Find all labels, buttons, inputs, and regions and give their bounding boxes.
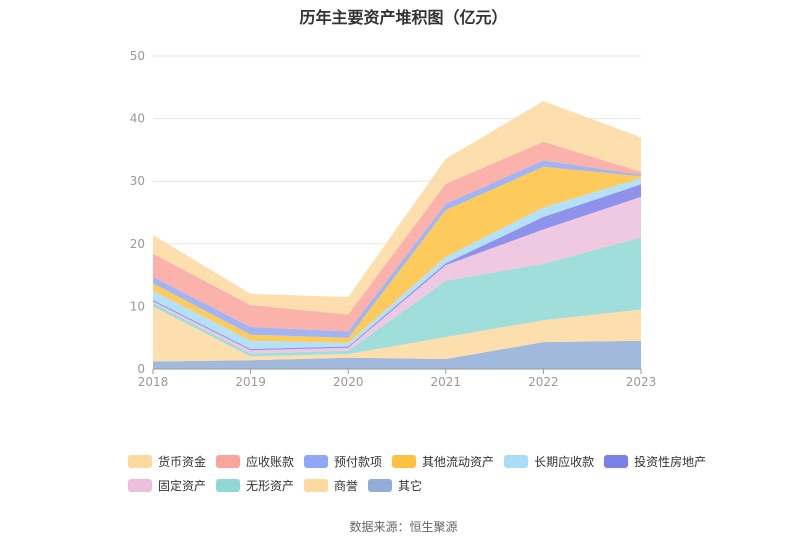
y-tick-label: 40 bbox=[130, 112, 145, 126]
area-series-商誉 bbox=[153, 306, 641, 362]
legend-label: 商誉 bbox=[334, 478, 359, 493]
legend-item[interactable]: 预付款项 bbox=[304, 453, 382, 470]
area-series-长期应收款 bbox=[153, 178, 641, 349]
legend-item[interactable]: 货币资金 bbox=[128, 453, 206, 470]
data-source-note: 数据来源：恒生聚源 bbox=[349, 520, 458, 534]
area-series-货币资金 bbox=[153, 101, 641, 315]
area-series bbox=[153, 101, 641, 369]
legend-label: 固定资产 bbox=[158, 478, 207, 493]
legend-item[interactable]: 应收账款 bbox=[216, 453, 294, 470]
x-tick-label: 2020 bbox=[333, 375, 364, 389]
x-tick-label: 2022 bbox=[528, 375, 559, 389]
chart-title: 历年主要资产堆积图（亿元） bbox=[299, 8, 508, 27]
legend-item[interactable]: 长期应收款 bbox=[504, 453, 594, 470]
legend-label: 长期应收款 bbox=[534, 454, 595, 469]
legend-item[interactable]: 投资性房地产 bbox=[604, 453, 706, 470]
area-series-投资性房地产 bbox=[153, 184, 641, 351]
legend-item[interactable]: 其它 bbox=[368, 477, 422, 494]
y-tick-label: 20 bbox=[130, 237, 145, 251]
area-series-无形资产 bbox=[153, 237, 641, 357]
legend-label: 预付款项 bbox=[334, 454, 383, 469]
axes: 0 10 20 30 40 50 2018 2019 2020 2021 2022 2023 bbox=[130, 49, 657, 389]
legend-swatch bbox=[216, 454, 241, 468]
legend-label: 无形资产 bbox=[246, 478, 295, 493]
area-series-应收账款 bbox=[153, 141, 641, 332]
legend-label: 其它 bbox=[398, 478, 423, 493]
y-tick-label: 50 bbox=[130, 49, 145, 63]
legend-item[interactable]: 商誉 bbox=[304, 477, 358, 494]
legend-swatch bbox=[392, 454, 417, 468]
area-series-其他流动资产 bbox=[153, 166, 641, 343]
legend-swatch bbox=[304, 454, 329, 468]
x-tick-label: 2019 bbox=[235, 375, 266, 389]
legend-row: 固定资产 无形资产 商誉 其它 bbox=[128, 473, 728, 497]
legend-swatch bbox=[128, 454, 152, 468]
legend-item[interactable]: 无形资产 bbox=[216, 477, 294, 494]
legend-swatch bbox=[504, 454, 529, 468]
x-tick-label: 2018 bbox=[138, 375, 169, 389]
y-tick-label: 30 bbox=[130, 174, 145, 188]
legend-swatch bbox=[216, 478, 241, 492]
legend-label: 其他流动资产 bbox=[422, 454, 495, 469]
legend-swatch bbox=[604, 454, 629, 468]
legend-label: 货币资金 bbox=[158, 454, 207, 469]
legend-row: 货币资金 应收账款 预付款项 其他流动资产 长期应收款 投资性房地产 bbox=[128, 449, 728, 473]
y-tick-label: 10 bbox=[130, 299, 145, 313]
legend-swatch bbox=[368, 478, 393, 492]
legend-swatch bbox=[128, 478, 152, 492]
legend-item[interactable]: 固定资产 bbox=[128, 477, 206, 494]
legend-swatch bbox=[304, 478, 329, 492]
legend-label: 应收账款 bbox=[246, 454, 295, 469]
x-tick-label: 2023 bbox=[626, 375, 657, 389]
legend: 货币资金 应收账款 预付款项 其他流动资产 长期应收款 投资性房地产 固定资产 无形资产 商誉… bbox=[128, 449, 728, 497]
legend-label: 投资性房地产 bbox=[634, 454, 707, 469]
x-tick-label: 2021 bbox=[431, 375, 462, 389]
y-tick-label: 0 bbox=[137, 362, 145, 376]
area-series-其它 bbox=[153, 340, 641, 369]
legend-item[interactable]: 其他流动资产 bbox=[392, 453, 494, 470]
